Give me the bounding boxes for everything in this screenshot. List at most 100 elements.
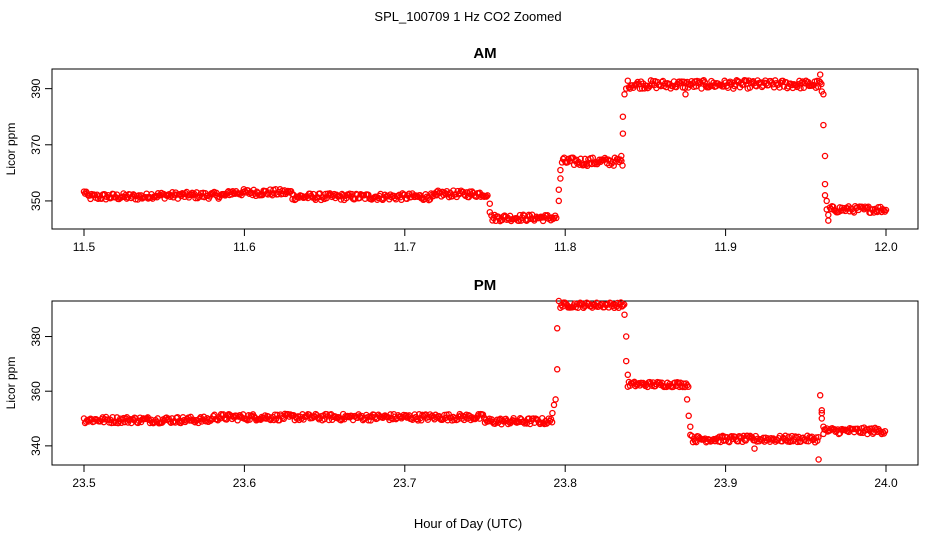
x-tick-label: 23.8 [554,476,578,490]
data-point [217,411,225,418]
data-point [620,301,628,308]
data-point [821,180,829,188]
data-point [195,419,202,427]
data-point [672,83,680,91]
data-point [818,80,825,88]
data-point [782,432,789,440]
data-point [367,417,374,424]
y-tick-label: 350 [29,191,43,211]
panel-am: AM 11.5 11.6 11.7 11.8 11.9 12.0 350 370 390 Licor… [4,45,919,254]
data-point [557,166,564,174]
x-tick-label: 23.6 [233,476,257,490]
data-point [548,418,556,426]
x-tick-label: 23.9 [714,476,738,490]
data-point [460,416,468,424]
data-point [685,412,692,420]
x-tick-label: 24.0 [874,476,898,490]
data-point [619,302,627,309]
y-axis-label-am: Licor ppm [4,123,18,176]
data-point [110,419,117,426]
data-point [685,383,692,391]
data-point [792,433,799,440]
data-point [555,297,563,305]
x-tick-label: 11.5 [73,240,96,254]
plot-frame-am [51,68,919,230]
data-point [553,325,561,332]
data-point [683,396,691,403]
data-point [553,366,561,373]
x-tick-label: 11.9 [714,240,737,254]
data-point [816,71,824,78]
data-point [814,437,821,444]
data-point [821,192,829,199]
data-point [818,415,826,422]
data-point [825,211,832,219]
data-point [617,156,624,163]
data-point [475,411,482,418]
data-point [539,217,547,225]
x-tick-label: 23.7 [393,476,417,490]
panel-pm: PM 23.5 23.6 23.7 23.8 23.9 24.0 340 360 380 Licor… [4,277,919,490]
data-point [687,431,694,439]
data-point [619,130,627,137]
data-point [557,175,564,182]
y-axis-label-pm: Licor ppm [4,357,18,410]
data-point [466,188,474,195]
data-point [820,423,827,430]
data-point [479,411,487,418]
data-point [636,85,644,92]
data-point [815,456,822,463]
data-point [815,433,822,441]
data-point [536,420,544,428]
data-point [680,380,688,387]
data-point [280,190,287,198]
data-point [820,121,827,129]
data-point [484,192,491,199]
data-point [515,217,523,225]
data-point [555,186,563,193]
panel-title-am: AM [473,45,496,62]
data-point [722,79,729,86]
data-point [337,416,345,424]
x-tick-label: 11.8 [554,240,577,254]
data-point [621,91,628,98]
y-tick-label: 340 [29,436,43,456]
y-tick-label: 370 [29,134,43,154]
data-point [486,208,494,216]
panel-title-pm: PM [474,277,497,294]
data-point [882,206,890,214]
y-tick-label: 380 [29,326,43,346]
data-point [186,417,193,424]
data-points-pm [80,297,889,463]
data-point [621,311,628,318]
data-point [365,417,372,424]
data-point [622,333,630,340]
data-point [619,113,627,120]
data-point [553,214,560,222]
data-point [825,217,832,224]
data-point [737,433,744,440]
data-point [821,152,829,160]
data-point [820,91,827,98]
data-point [751,445,758,452]
data-point [601,154,609,162]
data-point [622,85,630,92]
data-point [624,371,632,379]
data-point [624,77,632,84]
data-point [687,423,694,430]
data-point [649,77,657,85]
data-point [552,396,559,403]
y-tick-label: 390 [29,78,43,98]
data-point [550,401,558,409]
data-point [443,187,451,195]
plot-frame-pm [51,300,919,466]
data-point [549,409,556,417]
data-point [701,78,709,86]
data-point [823,206,830,213]
data-point [818,407,826,414]
x-tick-label: 11.6 [233,240,256,254]
data-point [441,411,448,419]
x-axis-label: Hour of Day (UTC) [414,516,522,531]
x-tick-label: 11.7 [394,240,417,254]
